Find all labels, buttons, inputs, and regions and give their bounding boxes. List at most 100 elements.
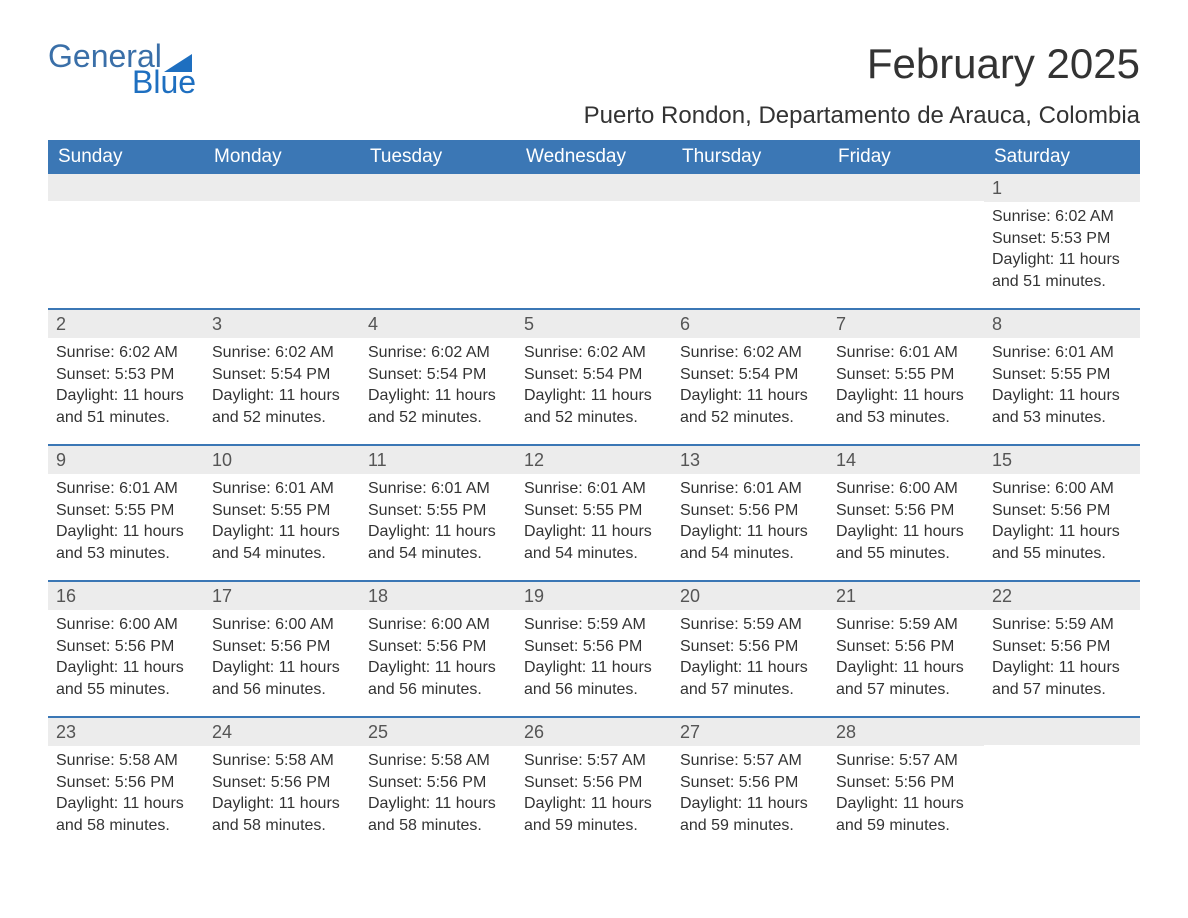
calendar-day-cell xyxy=(672,174,828,308)
calendar-day-cell: 17Sunrise: 6:00 AMSunset: 5:56 PMDayligh… xyxy=(204,582,360,716)
calendar-day-cell: 10Sunrise: 6:01 AMSunset: 5:55 PMDayligh… xyxy=(204,446,360,580)
day-sunset: Sunset: 5:53 PM xyxy=(56,364,196,386)
day-number: 16 xyxy=(48,582,204,610)
calendar-week: 23Sunrise: 5:58 AMSunset: 5:56 PMDayligh… xyxy=(48,718,1140,852)
day-daylight: Daylight: 11 hours and 53 minutes. xyxy=(992,385,1132,428)
day-number xyxy=(672,174,828,201)
day-number: 7 xyxy=(828,310,984,338)
weekday-header: Friday xyxy=(828,140,984,174)
day-details: Sunrise: 5:59 AMSunset: 5:56 PMDaylight:… xyxy=(984,610,1140,708)
day-sunset: Sunset: 5:56 PM xyxy=(212,772,352,794)
day-sunset: Sunset: 5:55 PM xyxy=(56,500,196,522)
day-details xyxy=(672,201,828,213)
day-details: Sunrise: 6:01 AMSunset: 5:55 PMDaylight:… xyxy=(828,338,984,436)
day-sunset: Sunset: 5:56 PM xyxy=(680,772,820,794)
day-daylight: Daylight: 11 hours and 58 minutes. xyxy=(212,793,352,836)
day-sunset: Sunset: 5:54 PM xyxy=(680,364,820,386)
day-sunrise: Sunrise: 6:00 AM xyxy=(836,478,976,500)
day-daylight: Daylight: 11 hours and 58 minutes. xyxy=(368,793,508,836)
day-daylight: Daylight: 11 hours and 55 minutes. xyxy=(56,657,196,700)
day-details xyxy=(48,201,204,213)
calendar-day-cell: 6Sunrise: 6:02 AMSunset: 5:54 PMDaylight… xyxy=(672,310,828,444)
day-daylight: Daylight: 11 hours and 52 minutes. xyxy=(368,385,508,428)
day-details: Sunrise: 5:59 AMSunset: 5:56 PMDaylight:… xyxy=(516,610,672,708)
day-number: 4 xyxy=(360,310,516,338)
day-sunset: Sunset: 5:56 PM xyxy=(836,636,976,658)
day-daylight: Daylight: 11 hours and 55 minutes. xyxy=(992,521,1132,564)
day-daylight: Daylight: 11 hours and 53 minutes. xyxy=(56,521,196,564)
calendar-body: 1 Sunrise: 6:02 AM Sunset: 5:53 PM Daylight… xyxy=(48,174,1140,852)
day-number xyxy=(48,174,204,201)
day-number xyxy=(984,718,1140,745)
day-number: 15 xyxy=(984,446,1140,474)
day-sunset: Sunset: 5:56 PM xyxy=(680,636,820,658)
day-sunset: Sunset: 5:55 PM xyxy=(212,500,352,522)
day-sunset: Sunset: 5:56 PM xyxy=(368,636,508,658)
calendar-day-cell: 26Sunrise: 5:57 AMSunset: 5:56 PMDayligh… xyxy=(516,718,672,852)
day-details xyxy=(828,201,984,213)
weekday-header-row: SundayMondayTuesdayWednesdayThursdayFrid… xyxy=(48,140,1140,174)
day-sunrise: Sunrise: 6:00 AM xyxy=(992,478,1132,500)
calendar-week: 9Sunrise: 6:01 AMSunset: 5:55 PMDaylight… xyxy=(48,446,1140,580)
calendar-day-cell: 12Sunrise: 6:01 AMSunset: 5:55 PMDayligh… xyxy=(516,446,672,580)
day-daylight: Daylight: 11 hours and 57 minutes. xyxy=(836,657,976,700)
weekday-header: Thursday xyxy=(672,140,828,174)
day-number: 14 xyxy=(828,446,984,474)
weekday-header: Saturday xyxy=(984,140,1140,174)
day-details: Sunrise: 5:58 AMSunset: 5:56 PMDaylight:… xyxy=(204,746,360,844)
calendar-day-cell: 21Sunrise: 5:59 AMSunset: 5:56 PMDayligh… xyxy=(828,582,984,716)
day-sunset: Sunset: 5:56 PM xyxy=(56,772,196,794)
day-daylight: Daylight: 11 hours and 59 minutes. xyxy=(524,793,664,836)
day-number: 28 xyxy=(828,718,984,746)
day-sunset: Sunset: 5:56 PM xyxy=(992,636,1132,658)
day-sunrise: Sunrise: 5:57 AM xyxy=(524,750,664,772)
day-sunrise: Sunrise: 6:01 AM xyxy=(368,478,508,500)
day-sunrise: Sunrise: 6:02 AM xyxy=(212,342,352,364)
day-details: Sunrise: 5:58 AMSunset: 5:56 PMDaylight:… xyxy=(360,746,516,844)
day-daylight: Daylight: 11 hours and 53 minutes. xyxy=(836,385,976,428)
day-sunrise: Sunrise: 5:57 AM xyxy=(836,750,976,772)
day-sunrise: Sunrise: 6:01 AM xyxy=(56,478,196,500)
day-daylight: Daylight: 11 hours and 54 minutes. xyxy=(212,521,352,564)
day-details: Sunrise: 6:00 AMSunset: 5:56 PMDaylight:… xyxy=(984,474,1140,572)
day-details: Sunrise: 6:00 AMSunset: 5:56 PMDaylight:… xyxy=(828,474,984,572)
day-sunset: Sunset: 5:56 PM xyxy=(524,636,664,658)
calendar-day-cell: 20Sunrise: 5:59 AMSunset: 5:56 PMDayligh… xyxy=(672,582,828,716)
day-details: Sunrise: 6:02 AMSunset: 5:54 PMDaylight:… xyxy=(204,338,360,436)
day-sunset: Sunset: 5:56 PM xyxy=(212,636,352,658)
day-details: Sunrise: 6:01 AMSunset: 5:55 PMDaylight:… xyxy=(360,474,516,572)
calendar-day-cell: 18Sunrise: 6:00 AMSunset: 5:56 PMDayligh… xyxy=(360,582,516,716)
day-number: 1 xyxy=(984,174,1140,202)
day-number xyxy=(360,174,516,201)
day-number: 10 xyxy=(204,446,360,474)
day-sunset: Sunset: 5:56 PM xyxy=(836,500,976,522)
calendar-week: 16Sunrise: 6:00 AMSunset: 5:56 PMDayligh… xyxy=(48,582,1140,716)
day-number: 22 xyxy=(984,582,1140,610)
day-number: 2 xyxy=(48,310,204,338)
calendar-day-cell: 7Sunrise: 6:01 AMSunset: 5:55 PMDaylight… xyxy=(828,310,984,444)
day-sunrise: Sunrise: 5:58 AM xyxy=(368,750,508,772)
day-sunset: Sunset: 5:56 PM xyxy=(368,772,508,794)
day-daylight: Daylight: 11 hours and 58 minutes. xyxy=(56,793,196,836)
day-number: 25 xyxy=(360,718,516,746)
brand-logo: General Blue xyxy=(48,40,196,98)
calendar-week: 2 Sunrise: 6:02 AM Sunset: 5:53 PM Daylight… xyxy=(48,310,1140,444)
day-number: 8 xyxy=(984,310,1140,338)
day-daylight: Daylight: 11 hours and 54 minutes. xyxy=(524,521,664,564)
calendar-day-cell: 25Sunrise: 5:58 AMSunset: 5:56 PMDayligh… xyxy=(360,718,516,852)
day-daylight: Daylight: 11 hours and 57 minutes. xyxy=(680,657,820,700)
day-details: Sunrise: 6:01 AMSunset: 5:55 PMDaylight:… xyxy=(984,338,1140,436)
day-daylight: Daylight: 11 hours and 56 minutes. xyxy=(524,657,664,700)
calendar-day-cell: 3Sunrise: 6:02 AMSunset: 5:54 PMDaylight… xyxy=(204,310,360,444)
day-sunset: Sunset: 5:55 PM xyxy=(836,364,976,386)
calendar-day-cell xyxy=(204,174,360,308)
day-sunset: Sunset: 5:56 PM xyxy=(992,500,1132,522)
day-sunrise: Sunrise: 6:00 AM xyxy=(56,614,196,636)
day-sunset: Sunset: 5:53 PM xyxy=(992,228,1132,250)
day-details: Sunrise: 6:01 AMSunset: 5:55 PMDaylight:… xyxy=(516,474,672,572)
day-sunrise: Sunrise: 5:59 AM xyxy=(524,614,664,636)
day-number: 21 xyxy=(828,582,984,610)
day-number: 24 xyxy=(204,718,360,746)
day-sunset: Sunset: 5:56 PM xyxy=(524,772,664,794)
calendar-day-cell xyxy=(360,174,516,308)
